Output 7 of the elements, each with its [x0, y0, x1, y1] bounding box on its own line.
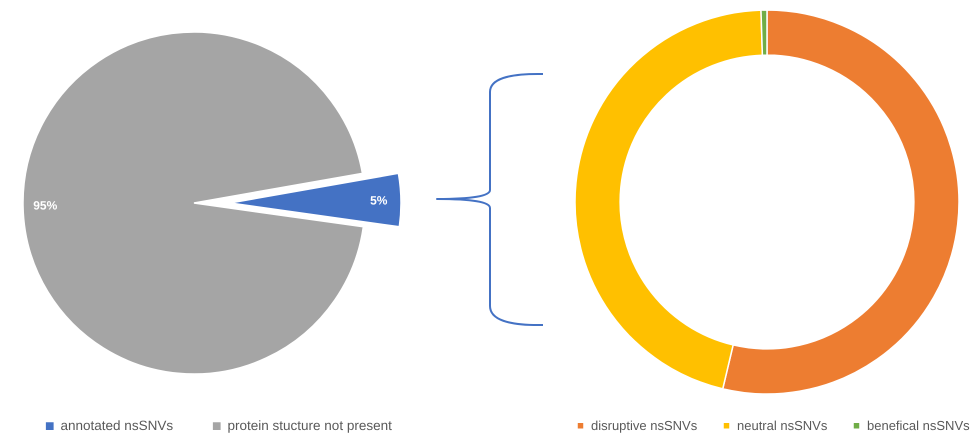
- data-label: 95%: [33, 198, 58, 213]
- data-label: 5%: [370, 193, 388, 208]
- legend-label: disruptive nsSNVs: [591, 418, 698, 433]
- legend-label: annotated nsSNVs: [60, 418, 174, 434]
- legend-label: protein stucture not present: [228, 418, 392, 434]
- legend-label: benefical nsSNVs: [867, 418, 970, 433]
- legend-label: neutral nsSNVs: [737, 418, 828, 433]
